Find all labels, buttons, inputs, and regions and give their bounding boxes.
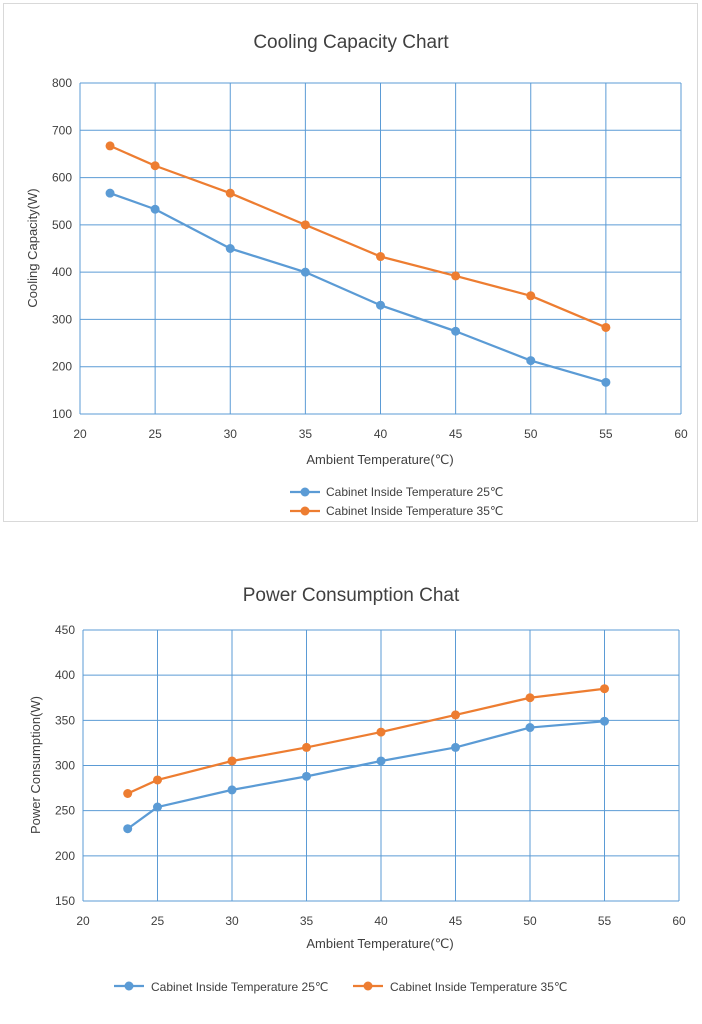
chart-title: Power Consumption Chat [243, 585, 460, 606]
x-tick-label: 35 [299, 427, 313, 441]
y-tick-label: 100 [52, 407, 72, 421]
y-tick-label: 500 [52, 218, 72, 232]
data-point [227, 785, 237, 795]
x-tick-label: 30 [224, 427, 238, 441]
data-point [601, 322, 611, 332]
grid [79, 82, 682, 415]
data-point [123, 789, 133, 799]
y-axis-title: Power Consumption(W) [28, 696, 43, 834]
legend-item-series-2: Cabinet Inside Temperature 35℃ [290, 504, 503, 518]
cooling-capacity-chart-frame [3, 3, 698, 522]
data-point [376, 300, 385, 310]
y-tick-label: 300 [52, 312, 72, 326]
x-tick-label: 35 [300, 914, 314, 928]
x-tick-label: 45 [449, 427, 463, 441]
series-line-1 [127, 720, 605, 830]
cooling-capacity-chart: Cooling Capacity Chart 20 25 30 35 40 45 50 55 6… [25, 32, 688, 518]
data-point [105, 188, 115, 198]
data-point [600, 716, 609, 726]
legend-item-series-1: Cabinet Inside Temperature 25℃ [114, 980, 328, 994]
legend-marker [124, 981, 134, 991]
x-tick-label: 25 [151, 914, 165, 928]
legend-label: Cabinet Inside Temperature 25℃ [326, 485, 503, 499]
legend-label: Cabinet Inside Temperature 25℃ [151, 980, 328, 994]
data-point [526, 291, 536, 301]
series-line-2 [109, 144, 607, 329]
legend-marker [363, 981, 373, 991]
data-point [227, 756, 237, 766]
data-point [300, 220, 310, 230]
grid [82, 629, 680, 902]
x-tick-label: 30 [225, 914, 239, 928]
series-line-2 [127, 687, 605, 795]
y-tick-label: 400 [52, 265, 72, 279]
data-point [225, 188, 235, 198]
y-tick-label: 250 [55, 804, 75, 818]
y-tick-label: 700 [52, 123, 72, 137]
data-point [526, 356, 536, 366]
x-tick-label: 55 [599, 427, 613, 441]
data-point [376, 756, 386, 766]
series [123, 684, 609, 834]
series [105, 141, 611, 387]
chart-title: Cooling Capacity Chart [253, 32, 449, 53]
x-tick-label: 50 [524, 427, 538, 441]
x-axis-title: Ambient Temperature(℃) [306, 452, 453, 467]
data-point [105, 141, 115, 151]
data-point [150, 204, 160, 214]
x-tick-label: 60 [674, 427, 688, 441]
data-point [600, 684, 609, 694]
x-tick-label: 55 [598, 914, 612, 928]
legend-item-series-1: Cabinet Inside Temperature 25℃ [290, 485, 503, 499]
data-point [153, 775, 162, 785]
tick-labels: 20 25 30 35 40 45 50 55 60 150 200 250 300 350 400 450 [55, 623, 686, 928]
data-point [300, 267, 310, 277]
y-tick-label: 300 [55, 759, 75, 773]
y-tick-label: 450 [55, 623, 75, 637]
x-tick-label: 40 [374, 914, 388, 928]
series-line-1 [109, 192, 607, 384]
y-tick-label: 200 [55, 849, 75, 863]
y-axis-title: Cooling Capacity(W) [25, 188, 40, 307]
data-point [302, 742, 311, 752]
data-point [525, 723, 535, 733]
data-point [601, 377, 611, 387]
x-tick-label: 40 [374, 427, 388, 441]
data-point [225, 244, 235, 253]
data-point [376, 252, 385, 262]
x-tick-label: 45 [449, 914, 463, 928]
data-point [376, 727, 386, 737]
y-tick-label: 600 [52, 171, 72, 185]
data-point [451, 742, 460, 752]
legend-item-series-2: Cabinet Inside Temperature 35℃ [353, 980, 567, 994]
x-tick-label: 25 [148, 427, 162, 441]
data-point [525, 693, 535, 703]
data-point [153, 802, 162, 812]
data-point [123, 824, 133, 834]
tick-labels: 20 25 30 35 40 45 50 55 60 100 200 300 400 500 600 700 8… [52, 76, 688, 441]
legend: Cabinet Inside Temperature 25℃ Cabinet I… [114, 980, 567, 994]
legend-label: Cabinet Inside Temperature 35℃ [390, 980, 567, 994]
x-tick-label: 60 [672, 914, 686, 928]
y-tick-label: 350 [55, 713, 75, 727]
legend-marker [300, 506, 310, 516]
legend-label: Cabinet Inside Temperature 35℃ [326, 504, 503, 518]
y-tick-label: 150 [55, 894, 75, 908]
data-point [302, 771, 311, 781]
data-point [451, 326, 461, 336]
y-tick-label: 400 [55, 668, 75, 682]
x-axis-title: Ambient Temperature(℃) [306, 936, 453, 951]
x-tick-label: 50 [523, 914, 537, 928]
data-point [150, 161, 160, 171]
legend-marker [300, 487, 310, 497]
data-point [451, 710, 460, 720]
x-tick-label: 20 [76, 914, 90, 928]
y-tick-label: 800 [52, 76, 72, 90]
data-point [451, 271, 461, 281]
legend: Cabinet Inside Temperature 25℃ Cabinet I… [290, 485, 503, 518]
x-tick-label: 20 [73, 427, 87, 441]
y-tick-label: 200 [52, 360, 72, 374]
